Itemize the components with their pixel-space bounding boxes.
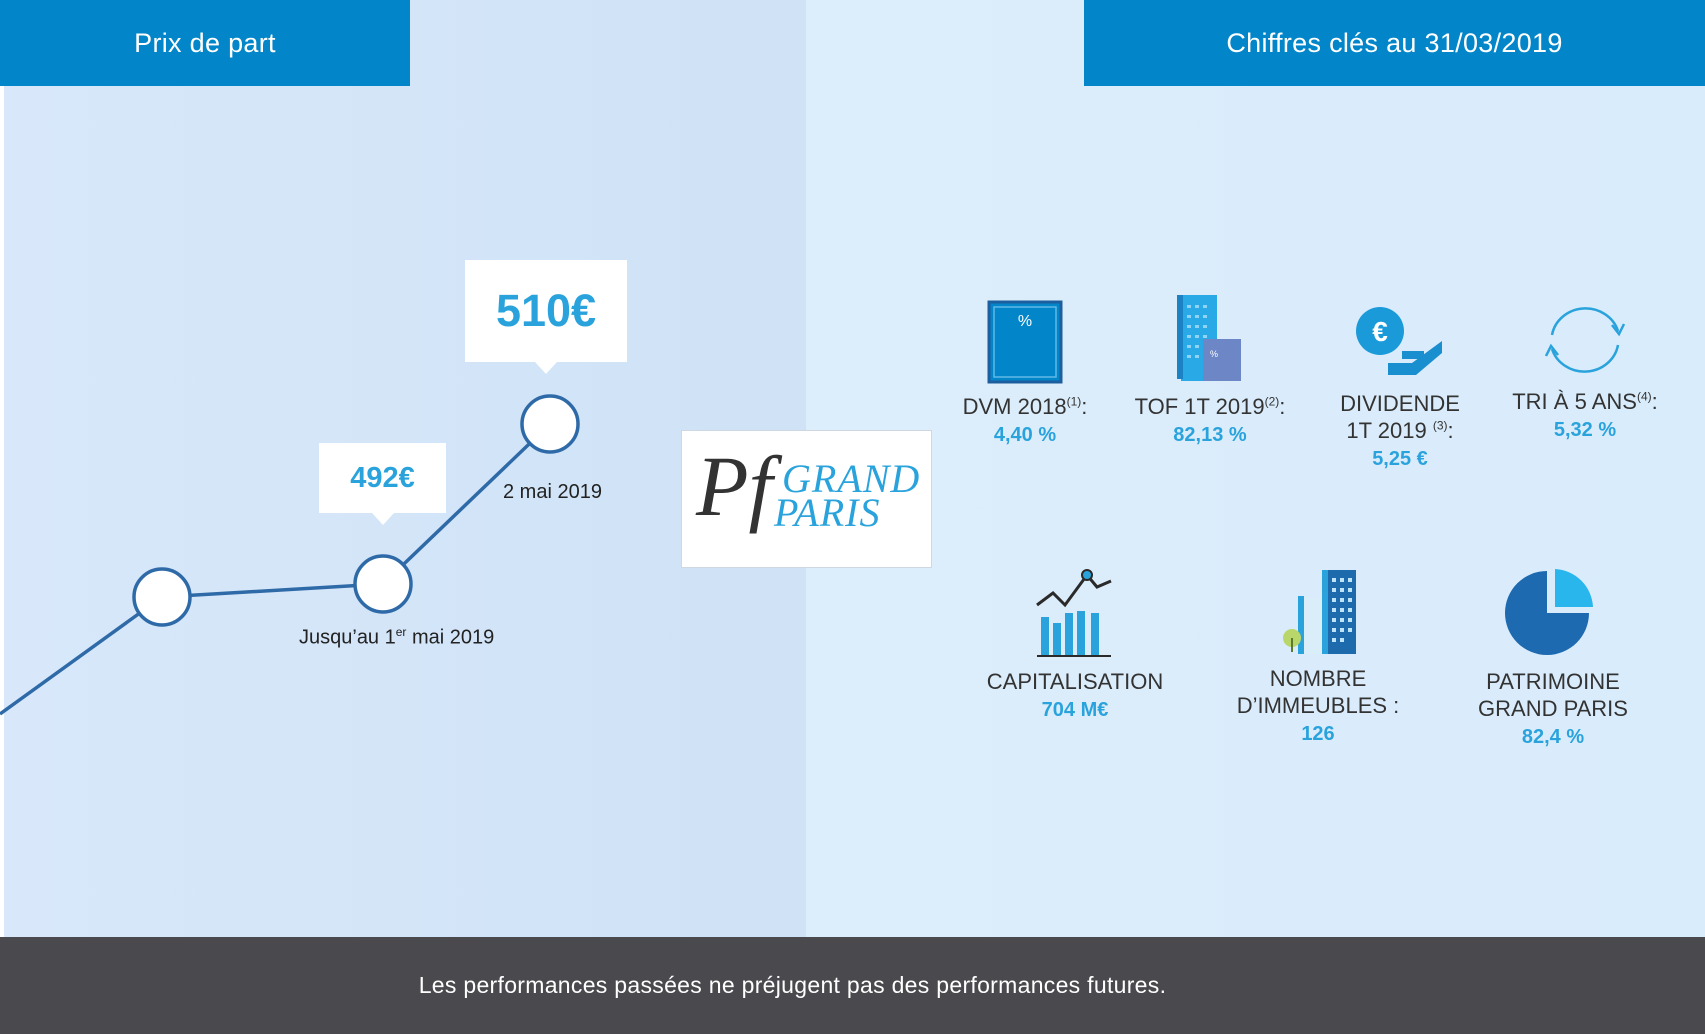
disclaimer-footer: Les performances passées ne préjugent pa… bbox=[0, 937, 1705, 1034]
key-figures-panel bbox=[806, 0, 1705, 937]
kpi-dividende-label-line1: DIVIDENDE bbox=[1340, 391, 1460, 416]
kpi-dvm: % DVM 2018(1): 4,40 % bbox=[950, 300, 1100, 447]
kpi-dividende-label-line2: 1T 2019 bbox=[1346, 417, 1427, 443]
kpi-capitalisation-value: 704 M€ bbox=[1041, 698, 1109, 721]
price-header: Prix de part bbox=[0, 0, 410, 86]
pf-grand-paris-logo: Pf GRAND PARIS bbox=[681, 430, 932, 568]
price-header-title: Prix de part bbox=[134, 27, 276, 58]
price-line-segment-3 bbox=[381, 422, 552, 586]
logo-line-paris: PARIS bbox=[774, 490, 881, 535]
building-percent-icon: % bbox=[1177, 295, 1241, 381]
kpi-patrimoine-value: 82,4 % bbox=[1521, 725, 1585, 748]
price-point-492 bbox=[353, 554, 413, 614]
kpi-tof-label: TOF 1T 2019 bbox=[1134, 394, 1265, 419]
bar-chart-icon bbox=[1036, 569, 1112, 657]
kpi-patrimoine-label-line2: GRAND PARIS bbox=[1478, 695, 1628, 721]
kpi-dvm-label: DVM 2018 bbox=[962, 394, 1067, 419]
key-figures-header: Chiffres clés au 31/03/2019 bbox=[1084, 0, 1705, 86]
kpi-dividende-value: 5,25 € bbox=[1372, 447, 1428, 470]
previous-date-label: Jusqu’au 1er mai 2019 bbox=[299, 625, 495, 649]
percent-box-icon: % bbox=[987, 300, 1063, 384]
current-price-value: 510€ bbox=[495, 285, 597, 336]
euro-hand-icon: € bbox=[1356, 307, 1442, 375]
kpi-tof-value: 82,13 % bbox=[1173, 423, 1247, 446]
price-line-segment-1 bbox=[0, 595, 164, 716]
current-date-label: 2 mai 2019 bbox=[503, 481, 602, 503]
kpi-patrimoine-label-line1: PATRIMOINE bbox=[1486, 669, 1620, 694]
price-point-510 bbox=[520, 394, 580, 454]
kpi-dvm-value: 4,40 % bbox=[993, 423, 1057, 446]
disclaimer-text: Les performances passées ne préjugent pa… bbox=[418, 972, 1167, 998]
price-point-1 bbox=[132, 567, 192, 627]
kpi-tof: % TOF 1T 2019(2): 82,13 % bbox=[1125, 293, 1295, 447]
kpi-tri-label: TRI À 5 ANS bbox=[1512, 389, 1637, 414]
buildings-icon bbox=[1283, 570, 1356, 654]
previous-price-value: 492€ bbox=[350, 461, 415, 494]
kpi-immeubles-label-line2: D’IMMEUBLES : bbox=[1236, 692, 1400, 718]
previous-price-bubble: 492€ bbox=[319, 443, 446, 525]
kpi-immeubles-value: 126 bbox=[1301, 722, 1335, 745]
kpi-capitalisation-label: CAPITALISATION bbox=[986, 669, 1164, 694]
svg-text:%: % bbox=[1210, 349, 1218, 359]
pie-slice-main bbox=[1505, 571, 1589, 655]
kpi-tri-value: 5,32 % bbox=[1553, 418, 1617, 441]
kpi-patrimoine: PATRIMOINE GRAND PARIS 82,4 % bbox=[1453, 567, 1653, 749]
svg-text:%: % bbox=[1018, 313, 1032, 330]
svg-text:€: € bbox=[1372, 316, 1388, 347]
pie-slice-rest bbox=[1555, 569, 1593, 607]
price-line-segment-2 bbox=[161, 582, 384, 599]
current-price-bubble: 510€ bbox=[465, 260, 627, 374]
cycle-arrows-icon bbox=[1544, 307, 1626, 373]
logo-monogram: Pf bbox=[696, 438, 773, 534]
kpi-tri: TRI À 5 ANS(4): 5,32 % bbox=[1500, 301, 1670, 442]
kpi-immeubles-label-line1: NOMBRE bbox=[1269, 666, 1367, 691]
pie-chart-icon bbox=[1505, 569, 1593, 655]
kpi-dividende: € DIVIDENDE 1T 2019 (3): 5,25 € bbox=[1320, 305, 1480, 471]
kpi-immeubles: NOMBRE D’IMMEUBLES : 126 bbox=[1218, 568, 1418, 746]
logo-line-grand: GRAND bbox=[782, 456, 921, 501]
price-line-chart bbox=[0, 394, 580, 716]
key-figures-header-title: Chiffres clés au 31/03/2019 bbox=[1226, 27, 1563, 58]
kpi-capitalisation: CAPITALISATION 704 M€ bbox=[970, 567, 1180, 722]
